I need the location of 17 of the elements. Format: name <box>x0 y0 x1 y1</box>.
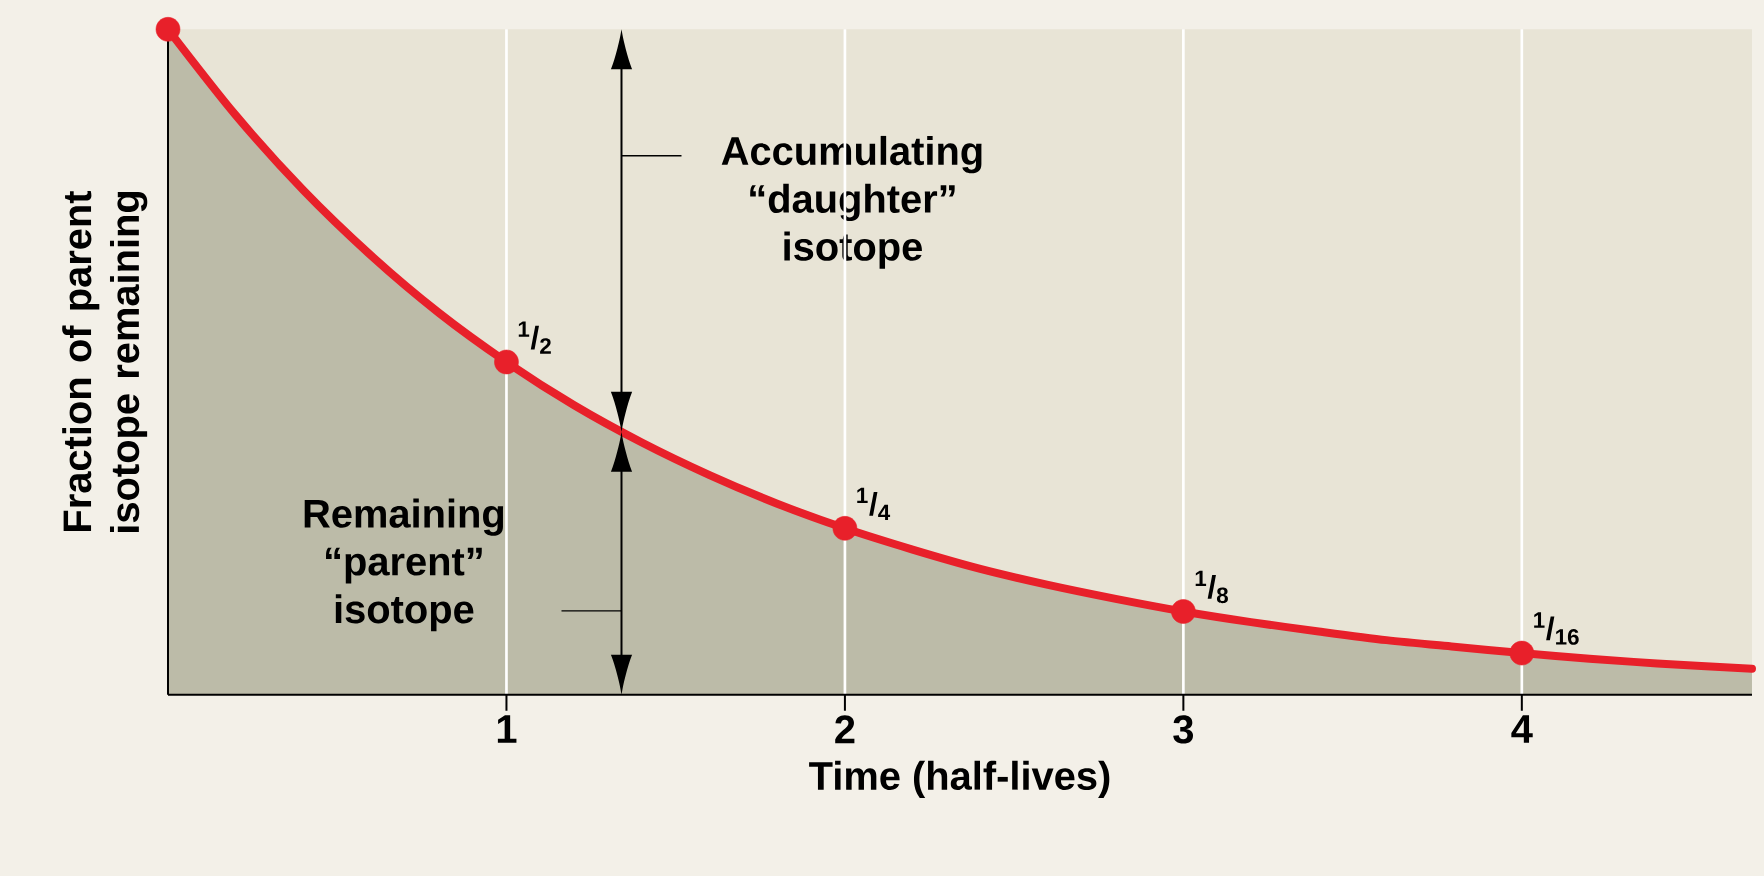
point <box>832 516 858 541</box>
data-label: $^{1}$/$_{4}$ <box>857 487 891 521</box>
x-axis-title: Time (half-lives) <box>809 760 1110 798</box>
x-tick-label: 2 <box>835 715 855 744</box>
point <box>1171 599 1196 624</box>
x-tick-label: 3 <box>1173 715 1194 744</box>
y-axis-title: Fraction of parent isotope remaining <box>62 190 148 532</box>
x-tick-label: 4 <box>1511 715 1533 743</box>
data-label: $^{1}$/$_{8}$ <box>1195 570 1228 604</box>
data-label: $^{1}$/$_{16}$ <box>1534 612 1579 645</box>
data-label: $^{1}$/$_{2}$ <box>518 321 551 354</box>
point <box>155 17 181 42</box>
point <box>1509 640 1535 666</box>
annotation: Accumulating “daughter” isotope <box>721 135 982 269</box>
point <box>494 349 519 375</box>
annotation: Remaining “parent” isotope <box>304 498 504 632</box>
x-tick-label: 1 <box>497 715 517 743</box>
